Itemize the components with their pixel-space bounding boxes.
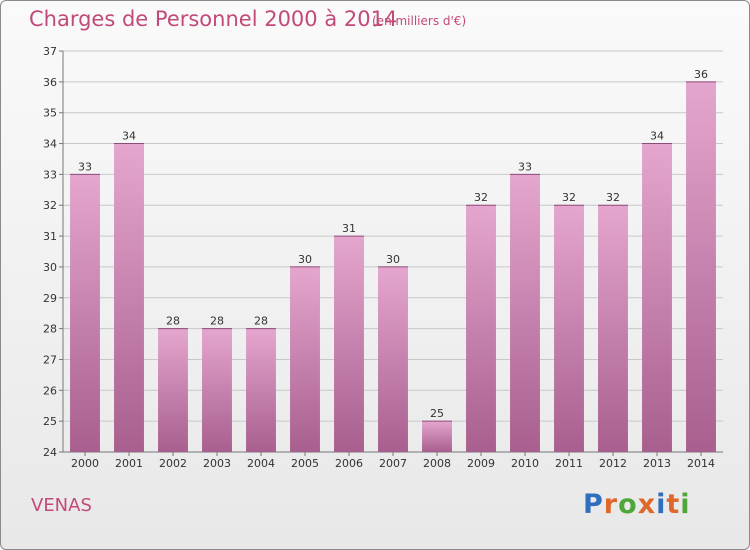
y-tick-label: 33 [43, 168, 57, 181]
logo-letter: i [656, 489, 667, 520]
x-tick-label: 2000 [71, 457, 99, 470]
data-label: 33 [78, 160, 92, 173]
data-label: 30 [298, 253, 312, 266]
logo-letter: t [666, 489, 681, 520]
logo-letter: r [603, 489, 619, 520]
y-tick-label: 30 [43, 261, 57, 274]
data-label: 25 [430, 407, 444, 420]
bar [202, 328, 232, 452]
bar [158, 328, 188, 452]
x-tick-label: 2007 [379, 457, 407, 470]
x-tick-label: 2011 [555, 457, 583, 470]
data-label: 33 [518, 160, 532, 173]
x-tick-label: 2008 [423, 457, 451, 470]
x-tick-label: 2014 [687, 457, 715, 470]
y-tick-label: 35 [43, 107, 57, 120]
bar [246, 328, 276, 452]
y-tick-label: 25 [43, 415, 57, 428]
chart-subtitle: (en milliers d'€) [372, 14, 467, 28]
bar [642, 143, 672, 453]
bar [378, 266, 408, 452]
bar [554, 205, 584, 452]
x-tick-label: 2004 [247, 457, 275, 470]
data-label: 28 [210, 315, 224, 328]
y-tick-label: 28 [43, 323, 57, 336]
x-tick-label: 2003 [203, 457, 231, 470]
y-tick-label: 37 [43, 45, 57, 58]
bar [466, 205, 496, 452]
data-label: 30 [386, 253, 400, 266]
logo-letter: i [680, 489, 691, 520]
data-label: 34 [122, 130, 136, 143]
x-tick-label: 2001 [115, 457, 143, 470]
x-tick-label: 2013 [643, 457, 671, 470]
y-tick-label: 32 [43, 199, 57, 212]
y-tick-label: 31 [43, 230, 57, 243]
bars [70, 81, 716, 453]
x-tick-label: 2005 [291, 457, 319, 470]
bar [598, 205, 628, 452]
bar [686, 81, 716, 452]
bar [290, 266, 320, 452]
logo-letter: o [618, 489, 638, 520]
data-label: 34 [650, 130, 664, 143]
x-tick-label: 2012 [599, 457, 627, 470]
chart-title: Charges de Personnel 2000 à 2014 [29, 7, 398, 31]
x-tick-label: 2010 [511, 457, 539, 470]
bar [510, 174, 540, 452]
x-tick-label: 2009 [467, 457, 495, 470]
data-label: 28 [166, 315, 180, 328]
bar [70, 174, 100, 452]
y-tick-label: 36 [43, 76, 57, 89]
proxiti-logo[interactable]: Proxiti [583, 489, 691, 520]
y-tick-label: 26 [43, 384, 57, 397]
labels: 24 25 26 27 28 29 30 31 32 33 34 35 36 37 33 2000 34 2001… [43, 45, 715, 470]
data-label: 32 [606, 191, 620, 204]
data-label: 31 [342, 222, 356, 235]
logo-letter: P [583, 489, 604, 520]
logo-letter: x [637, 489, 657, 520]
data-label: 28 [254, 315, 268, 328]
data-label: 32 [562, 191, 576, 204]
bar [114, 143, 144, 453]
x-tick-label: 2006 [335, 457, 363, 470]
bar [334, 236, 364, 452]
x-tick-label: 2002 [159, 457, 187, 470]
y-tick-label: 24 [43, 446, 57, 459]
commune-name: VENAS [31, 495, 92, 516]
y-tick-label: 27 [43, 353, 57, 366]
data-label: 36 [694, 68, 708, 81]
y-tick-label: 29 [43, 292, 57, 305]
y-tick-label: 34 [43, 138, 57, 151]
data-label: 32 [474, 191, 488, 204]
bar [422, 421, 452, 452]
